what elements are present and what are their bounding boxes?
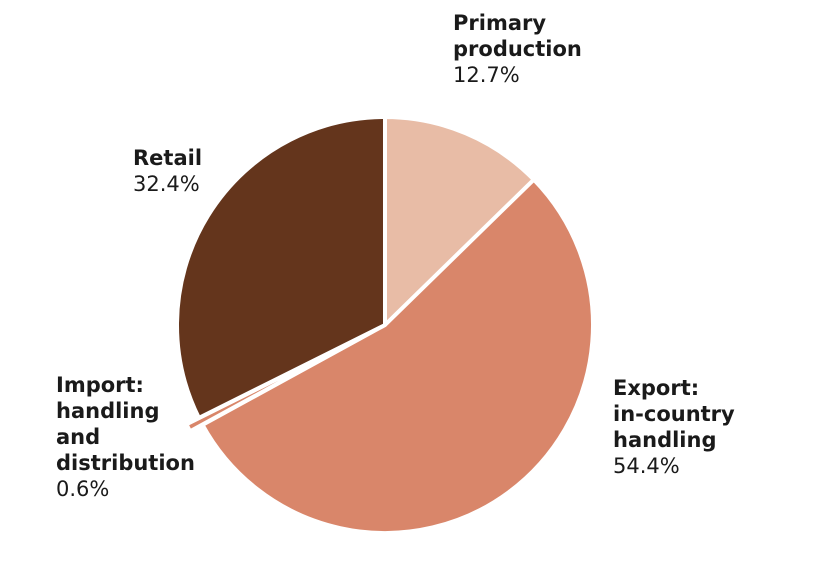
label-import-name: Import: handling and distribution	[56, 373, 195, 475]
label-retail: Retail 32.4%	[133, 145, 202, 197]
pie-slice-export-in-country-handling	[200, 177, 595, 535]
label-retail-name: Retail	[133, 146, 203, 170]
label-primary-value: 12.7%	[453, 63, 520, 87]
label-import-value: 0.6%	[56, 477, 110, 501]
label-export: Export: in-country handling 54.4%	[613, 375, 735, 479]
label-export-value: 54.4%	[613, 454, 680, 478]
pie-slice-primary-production	[383, 115, 536, 327]
label-primary-production: Primary production 12.7%	[453, 10, 582, 88]
pie-slice-retail	[175, 115, 387, 420]
pie-slices	[175, 115, 595, 535]
label-import: Import: handling and distribution 0.6%	[56, 372, 195, 502]
label-export-name: Export: in-country handling	[613, 376, 735, 452]
label-primary-name: Primary production	[453, 11, 582, 61]
label-retail-value: 32.4%	[133, 172, 200, 196]
